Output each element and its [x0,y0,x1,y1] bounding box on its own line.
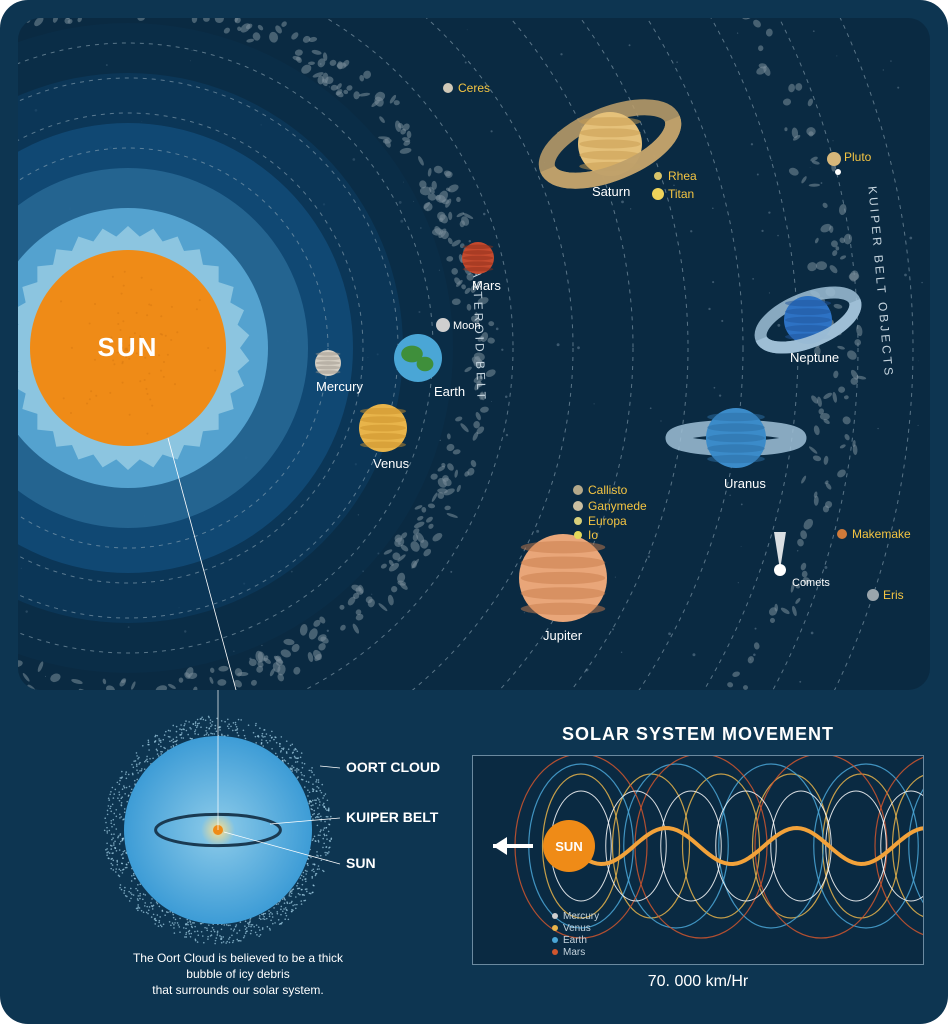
label-makemake: Makemake [852,527,911,541]
bottom-area: OORT CLOUD KUIPER BELT SUN The Oort Clou… [0,690,948,1024]
movement-legend: MercuryVenusEarthMars [552,911,599,958]
label-moon: Moon [453,320,481,332]
movement-sun-label: SUN [555,839,582,854]
moon-europa: Europa [574,514,627,528]
body-moon: Moon [436,318,481,332]
celestial-bodies: Mercury Venus Earth Moon Mars Ceres Jupiter Sat… [315,81,911,643]
oort-cloud-panel: OORT CLOUD KUIPER BELT SUN The Oort Clou… [18,690,458,1006]
solar-system-map-panel: ASTEROID BELT KUIPER BELT OBJECTS SUN Me… [18,18,930,690]
body-uranus: Uranus [673,408,799,491]
label-saturn: Saturn [592,184,630,199]
body-makemake: Makemake [837,527,911,541]
svg-text:Callisto: Callisto [588,483,628,497]
label-ceres: Ceres [458,81,490,95]
label-uranus: Uranus [724,476,766,491]
body-mars: Mars [462,242,501,293]
body-eris: Eris [867,588,904,602]
svg-text:Europa: Europa [588,514,627,528]
oort-sun-label: SUN [346,855,376,871]
movement-svg: SUN MercuryVenusEarthMars [473,756,924,965]
oort-cloud-label: OORT CLOUD [346,759,440,775]
label-neptune: Neptune [790,350,839,365]
movement-panel: SOLAR SYSTEM MOVEMENT SUN MercuryVenusEa… [472,724,924,1014]
legend-earth: Earth [563,935,587,946]
svg-text:Titan: Titan [668,187,694,201]
legend-mercury: Mercury [563,911,599,922]
solar-system-svg: ASTEROID BELT KUIPER BELT OBJECTS SUN Me… [18,18,930,690]
body-ceres: Ceres [443,81,490,95]
sun-label: SUN [98,332,159,362]
legend-mars: Mars [563,947,585,958]
label-pluto: Pluto [844,150,872,164]
kuiper-belt-label: KUIPER BELT OBJECTS [865,186,896,379]
svg-text:Io: Io [588,528,598,542]
label-venus: Venus [373,456,410,471]
svg-text:Rhea: Rhea [668,169,697,183]
solar-system-infographic: ASTEROID BELT KUIPER BELT OBJECTS SUN Me… [0,0,948,1024]
movement-sun: SUN [543,820,595,872]
label-eris: Eris [883,588,904,602]
label-jupiter: Jupiter [543,628,583,643]
label-comets: Comets [792,577,830,589]
oort-svg: OORT CLOUD KUIPER BELT SUN The Oort Clou… [18,690,458,1006]
oort-caption-3: that surrounds our solar system. [152,983,323,997]
moon-callisto: Callisto [573,483,628,497]
body-saturn: Saturn [537,92,683,199]
moon-rhea: Rhea [654,169,697,183]
kuiper-belt-label-2: KUIPER BELT [346,809,439,825]
body-jupiter: Jupiter [519,534,607,643]
label-mars: Mars [472,278,501,293]
movement-title: SOLAR SYSTEM MOVEMENT [472,724,924,745]
moon-titan: Titan [652,187,694,201]
movement-arrow-icon [493,837,533,855]
movement-speed: 70. 000 km/Hr [472,973,924,991]
moon-ganymede: Ganymede [573,499,647,513]
body-pluto: Pluto [827,150,872,166]
label-earth: Earth [434,384,465,399]
oort-caption-1: The Oort Cloud is believed to be a thick [133,951,344,965]
movement-box: SUN MercuryVenusEarthMars [472,755,924,965]
legend-venus: Venus [563,923,591,934]
svg-text:Ganymede: Ganymede [588,499,647,513]
body-neptune: Neptune [753,281,863,365]
label-mercury: Mercury [316,379,363,394]
oort-caption-2: bubble of icy debris [186,967,289,981]
